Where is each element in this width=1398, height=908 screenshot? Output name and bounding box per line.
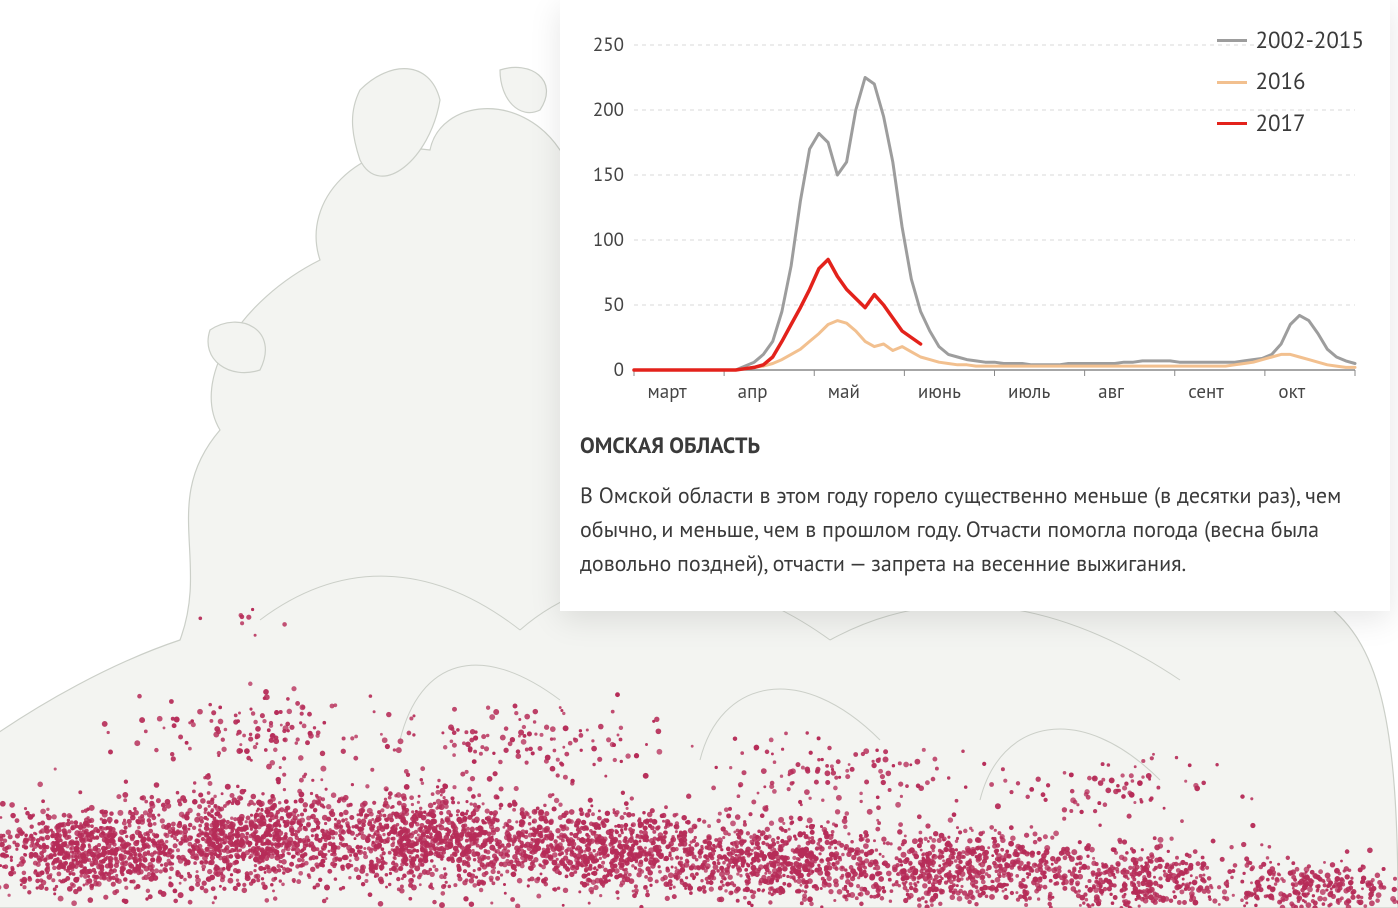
- legend-label: 2002-2015: [1255, 20, 1364, 61]
- legend-swatch: [1217, 39, 1247, 42]
- legend-item: 2002-2015: [1217, 20, 1364, 61]
- popup-title: ОМСКАЯ ОБЛАСТЬ: [580, 429, 1370, 463]
- popup-text: В Омской области в этом году горело суще…: [580, 479, 1370, 581]
- popup-body: ОМСКАЯ ОБЛАСТЬ В Омской области в этом г…: [580, 429, 1370, 581]
- chart-legend: 2002-201520162017: [1217, 20, 1364, 144]
- legend-swatch: [1217, 81, 1247, 84]
- legend-label: 2017: [1255, 103, 1305, 144]
- line-chart: 050100150200250мартапрмайиюньиюльавгсент…: [580, 10, 1370, 405]
- legend-label: 2016: [1255, 61, 1305, 102]
- legend-item: 2016: [1217, 61, 1364, 102]
- legend-item: 2017: [1217, 103, 1364, 144]
- legend-swatch: [1217, 122, 1247, 125]
- region-popup: 050100150200250мартапрмайиюньиюльавгсент…: [560, 0, 1390, 611]
